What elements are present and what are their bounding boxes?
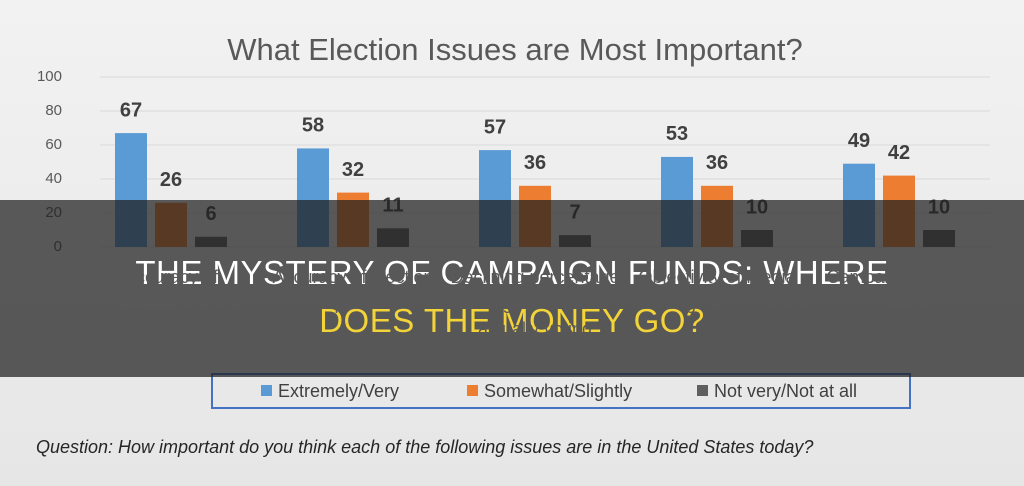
value-label: 26 [160,169,182,191]
value-label: 67 [120,99,142,121]
x-tick-label: Objectivity of media coverage of electio… [631,267,803,313]
value-label: 36 [524,152,546,174]
value-label: 49 [848,130,870,152]
legend-label: Extremely/Very [278,381,400,401]
y-tick-label: 40 [45,170,62,187]
overlay-band [0,200,1024,377]
legend-item: Not very/Not at all [697,381,857,402]
value-label: 42 [888,142,910,164]
value-label: 53 [666,123,688,145]
overlay-line2: DOES THE MONEY GO? [319,302,705,339]
x-tick-label: Declining percentage of eligible citizen… [450,267,620,339]
legend: Extremely/Very Somewhat/Slightly Not very/… [211,373,911,409]
legend-swatch [467,385,478,396]
legend-label: Not very/Not at all [714,381,858,401]
value-label: 36 [706,152,728,174]
legend-item: Somewhat/Slightly [467,381,632,402]
legend-item: Extremely/Very [261,381,399,402]
value-label: 32 [342,159,364,181]
y-tick-label: 100 [37,68,62,85]
overlay-line1: THE MYSTERY OF CAMPAIGN FUNDS: WHERE [135,254,889,291]
value-label: 57 [484,116,506,138]
legend-swatch [697,385,708,396]
x-tick-label: Accuracy of election polls [272,267,434,313]
value-label: 58 [302,115,324,137]
y-tick-label: 60 [45,136,62,153]
chart-title: What Election Issues are Most Important? [227,32,802,67]
y-tick-label: 80 [45,102,62,119]
x-tick-label: Campaign finance reform [826,267,972,313]
legend-swatch [261,385,272,396]
legend-label: Somewhat/Slightly [484,381,633,401]
question-note: Question: How important do you think eac… [36,437,814,457]
x-tick-label: Accuracy of candidate claims [103,267,239,313]
